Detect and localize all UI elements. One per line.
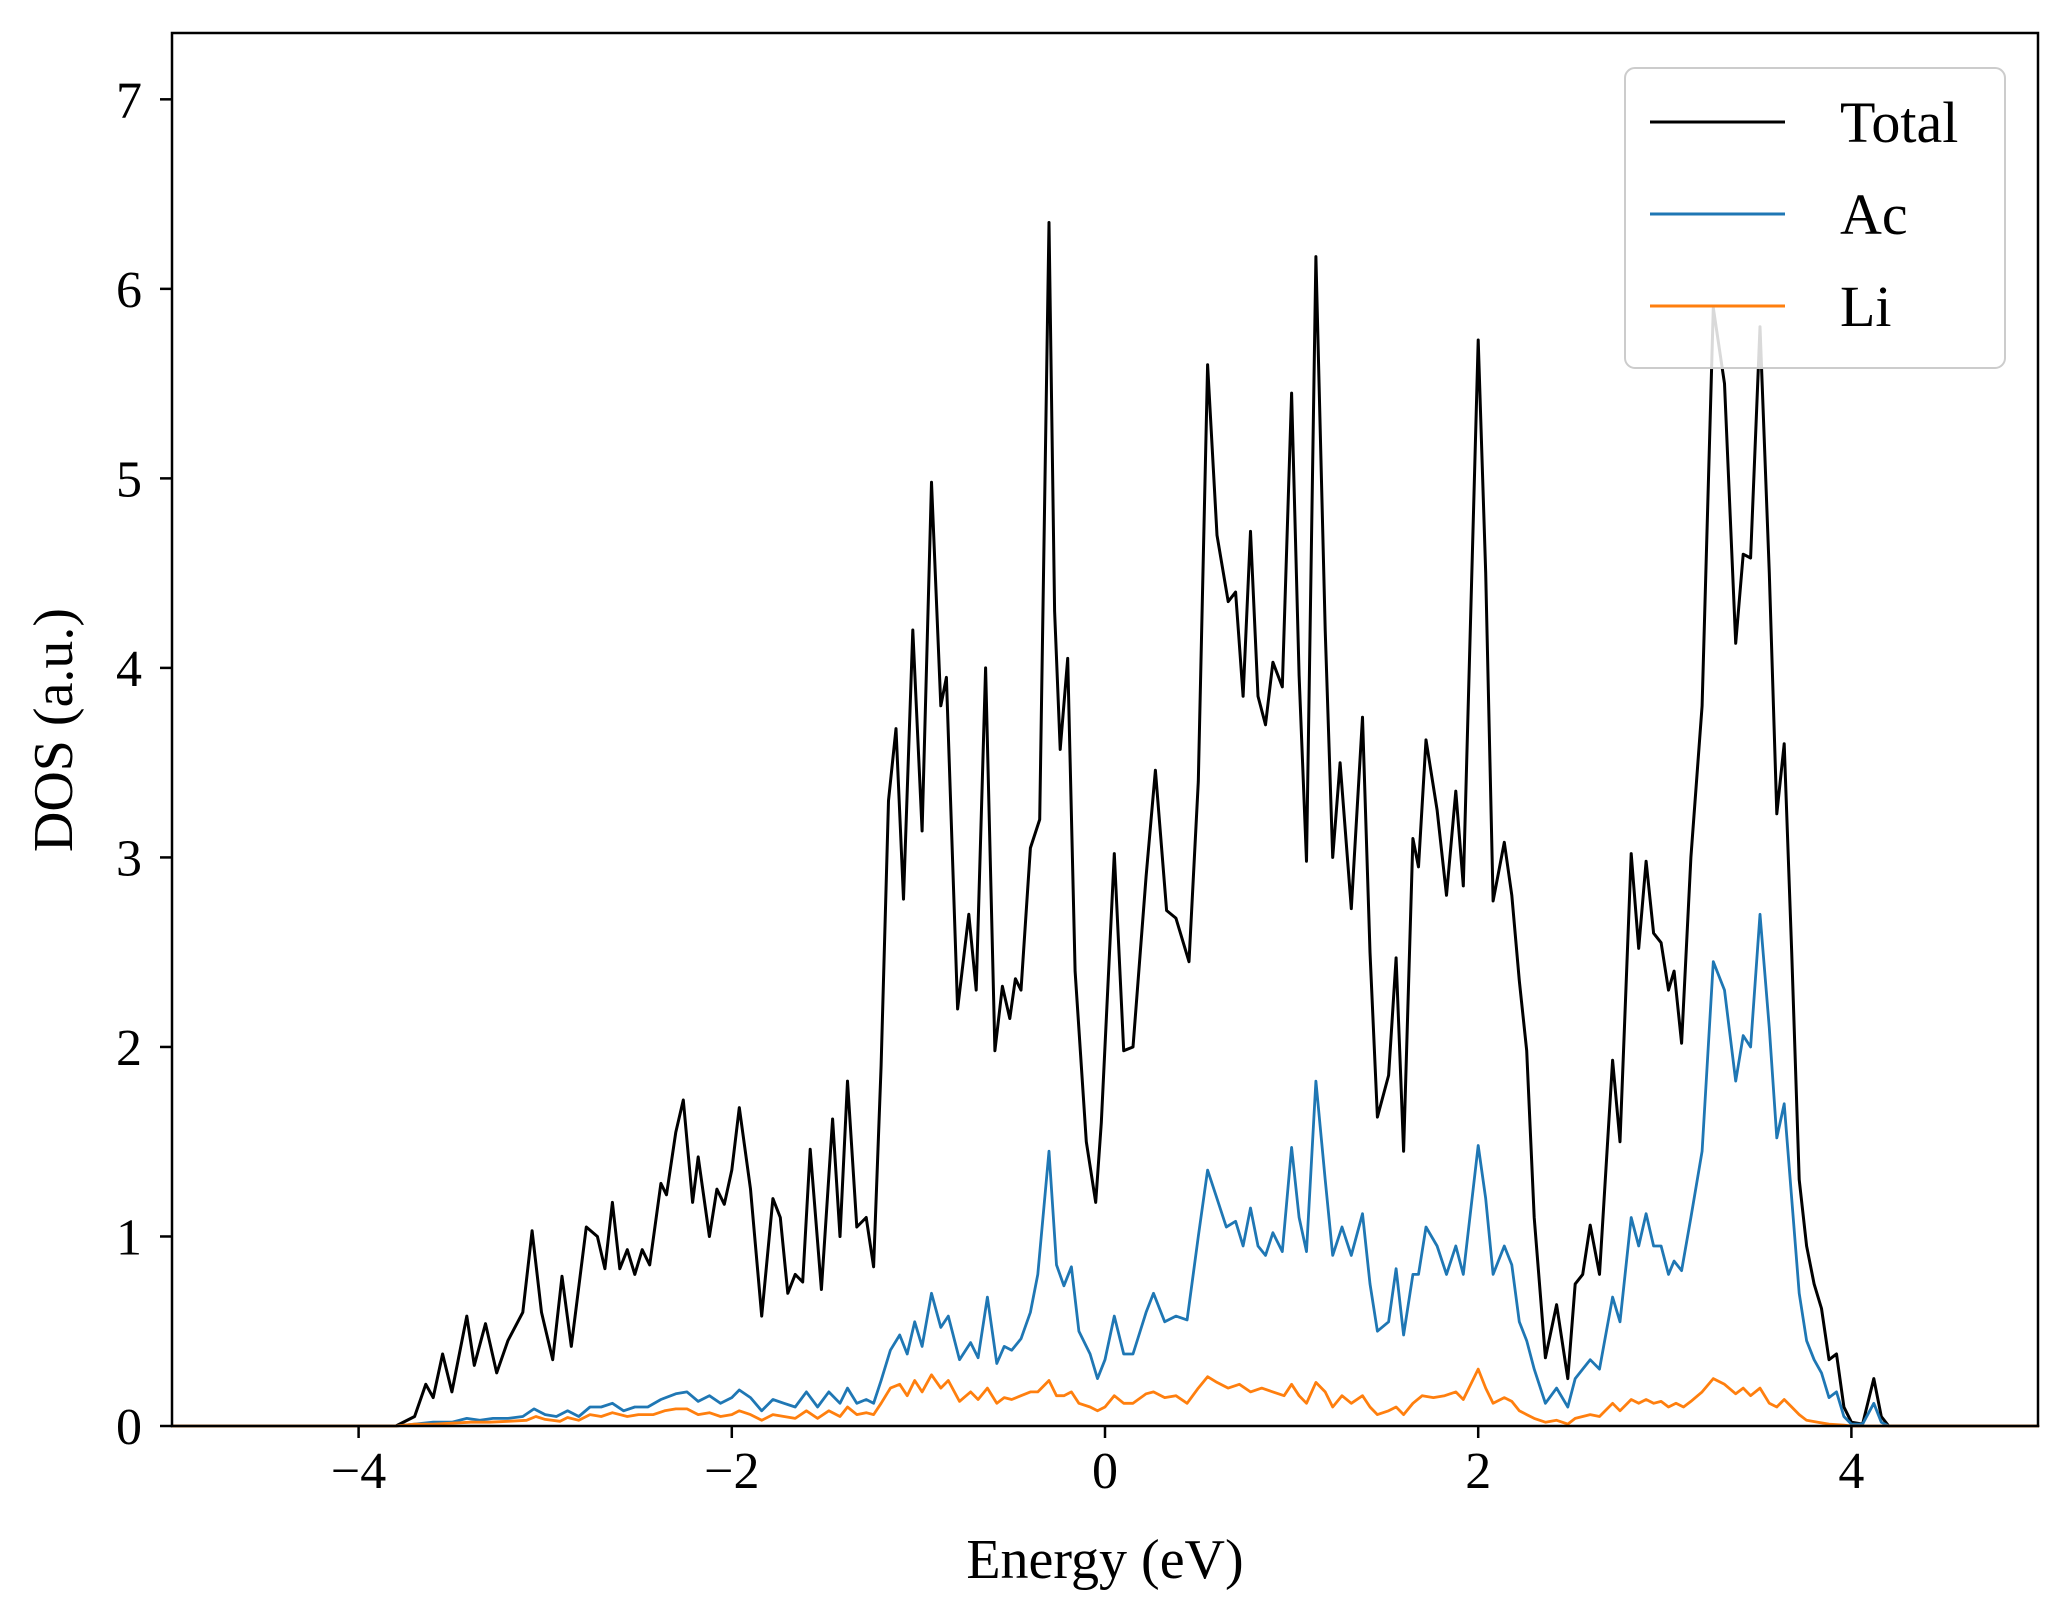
x-tick-label: −4 — [331, 1443, 386, 1500]
legend-label-ac: Ac — [1840, 182, 1908, 247]
y-tick-label: 2 — [116, 1020, 142, 1077]
x-tick-label: 2 — [1465, 1443, 1491, 1500]
series-line-total — [170, 221, 2040, 1428]
series-line-li — [170, 1367, 2040, 1428]
y-tick-label: 4 — [116, 641, 142, 698]
y-tick-label: 3 — [116, 830, 142, 887]
x-tick-label: 0 — [1092, 1443, 1118, 1500]
series-line-ac — [170, 912, 2040, 1428]
legend-label-li: Li — [1840, 274, 1892, 339]
x-tick-label: −2 — [704, 1443, 759, 1500]
legend-label-total: Total — [1840, 90, 1958, 155]
x-tick-label: 4 — [1838, 1443, 1864, 1500]
y-tick-label: 1 — [116, 1209, 142, 1266]
y-tick-label: 0 — [116, 1399, 142, 1456]
x-axis-label: Energy (eV) — [966, 1529, 1243, 1591]
y-tick-label: 5 — [116, 451, 142, 508]
y-axis-ticks: 0 1 2 3 4 5 6 7 — [116, 72, 172, 1456]
legend-box — [1624, 67, 2006, 369]
series-layer — [170, 221, 2040, 1428]
y-axis-label: DOS (a.u.) — [23, 608, 85, 852]
y-tick-label: 7 — [116, 72, 142, 129]
y-tick-label: 6 — [116, 262, 142, 319]
legend: Total Ac Li — [1624, 67, 2006, 369]
x-axis-ticks: −4 −2 0 2 4 — [331, 1426, 1864, 1500]
